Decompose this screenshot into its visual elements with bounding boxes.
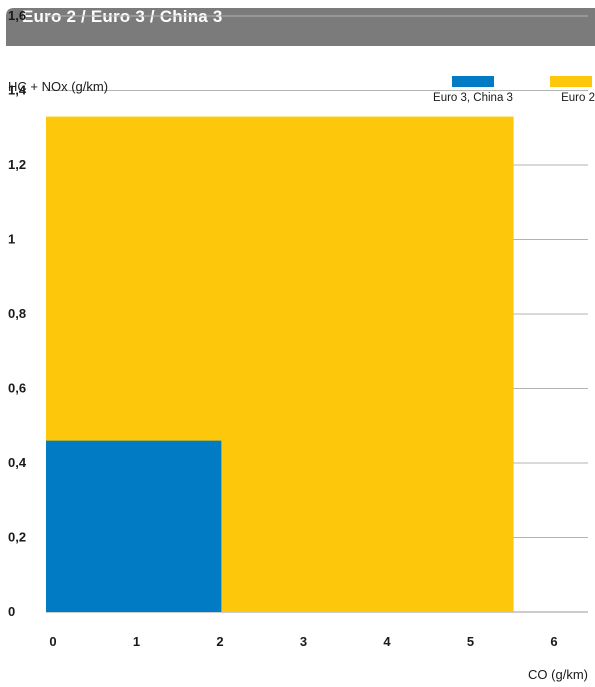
y-axis-label: HC + NOx (g/km) (8, 79, 108, 94)
legend-label: Euro 2 (561, 92, 595, 104)
y-tick-label: 0,8 (8, 306, 26, 321)
limit-areas (46, 116, 514, 612)
y-tick-label: 0,6 (8, 381, 26, 396)
tick-labels: 0 0,2 0,4 0,6 0,8 1 1,2 1,4 1,6 0 1 2 3 4 5 6 (8, 8, 558, 649)
x-tick-label: 3 (300, 634, 307, 649)
x-tick-label: 6 (550, 634, 557, 649)
y-tick-label: 1,4 (8, 83, 27, 98)
y-tick-label: 1,2 (8, 157, 26, 172)
x-tick-label: 2 (216, 634, 223, 649)
y-tick-label: 1,6 (8, 8, 26, 23)
legend-label: Euro 3, China 3 (433, 92, 513, 104)
x-axis-label: CO (g/km) (528, 667, 588, 682)
banner-shape (6, 8, 595, 46)
x-tick-label: 4 (383, 634, 391, 649)
y-tick-label: 0 (8, 604, 15, 619)
y-tick-label: 0,4 (8, 455, 27, 470)
x-tick-label: 5 (467, 634, 474, 649)
x-tick-label: 0 (49, 634, 56, 649)
limit-area-euro-3-china-3 (46, 440, 222, 612)
y-tick-label: 1 (8, 232, 15, 247)
legend-swatch (452, 76, 494, 87)
legend-swatch (550, 76, 592, 87)
legend: Euro 3, China 3 Euro 2 (433, 76, 595, 104)
x-tick-label: 1 (133, 634, 140, 649)
y-tick-label: 0,2 (8, 530, 26, 545)
